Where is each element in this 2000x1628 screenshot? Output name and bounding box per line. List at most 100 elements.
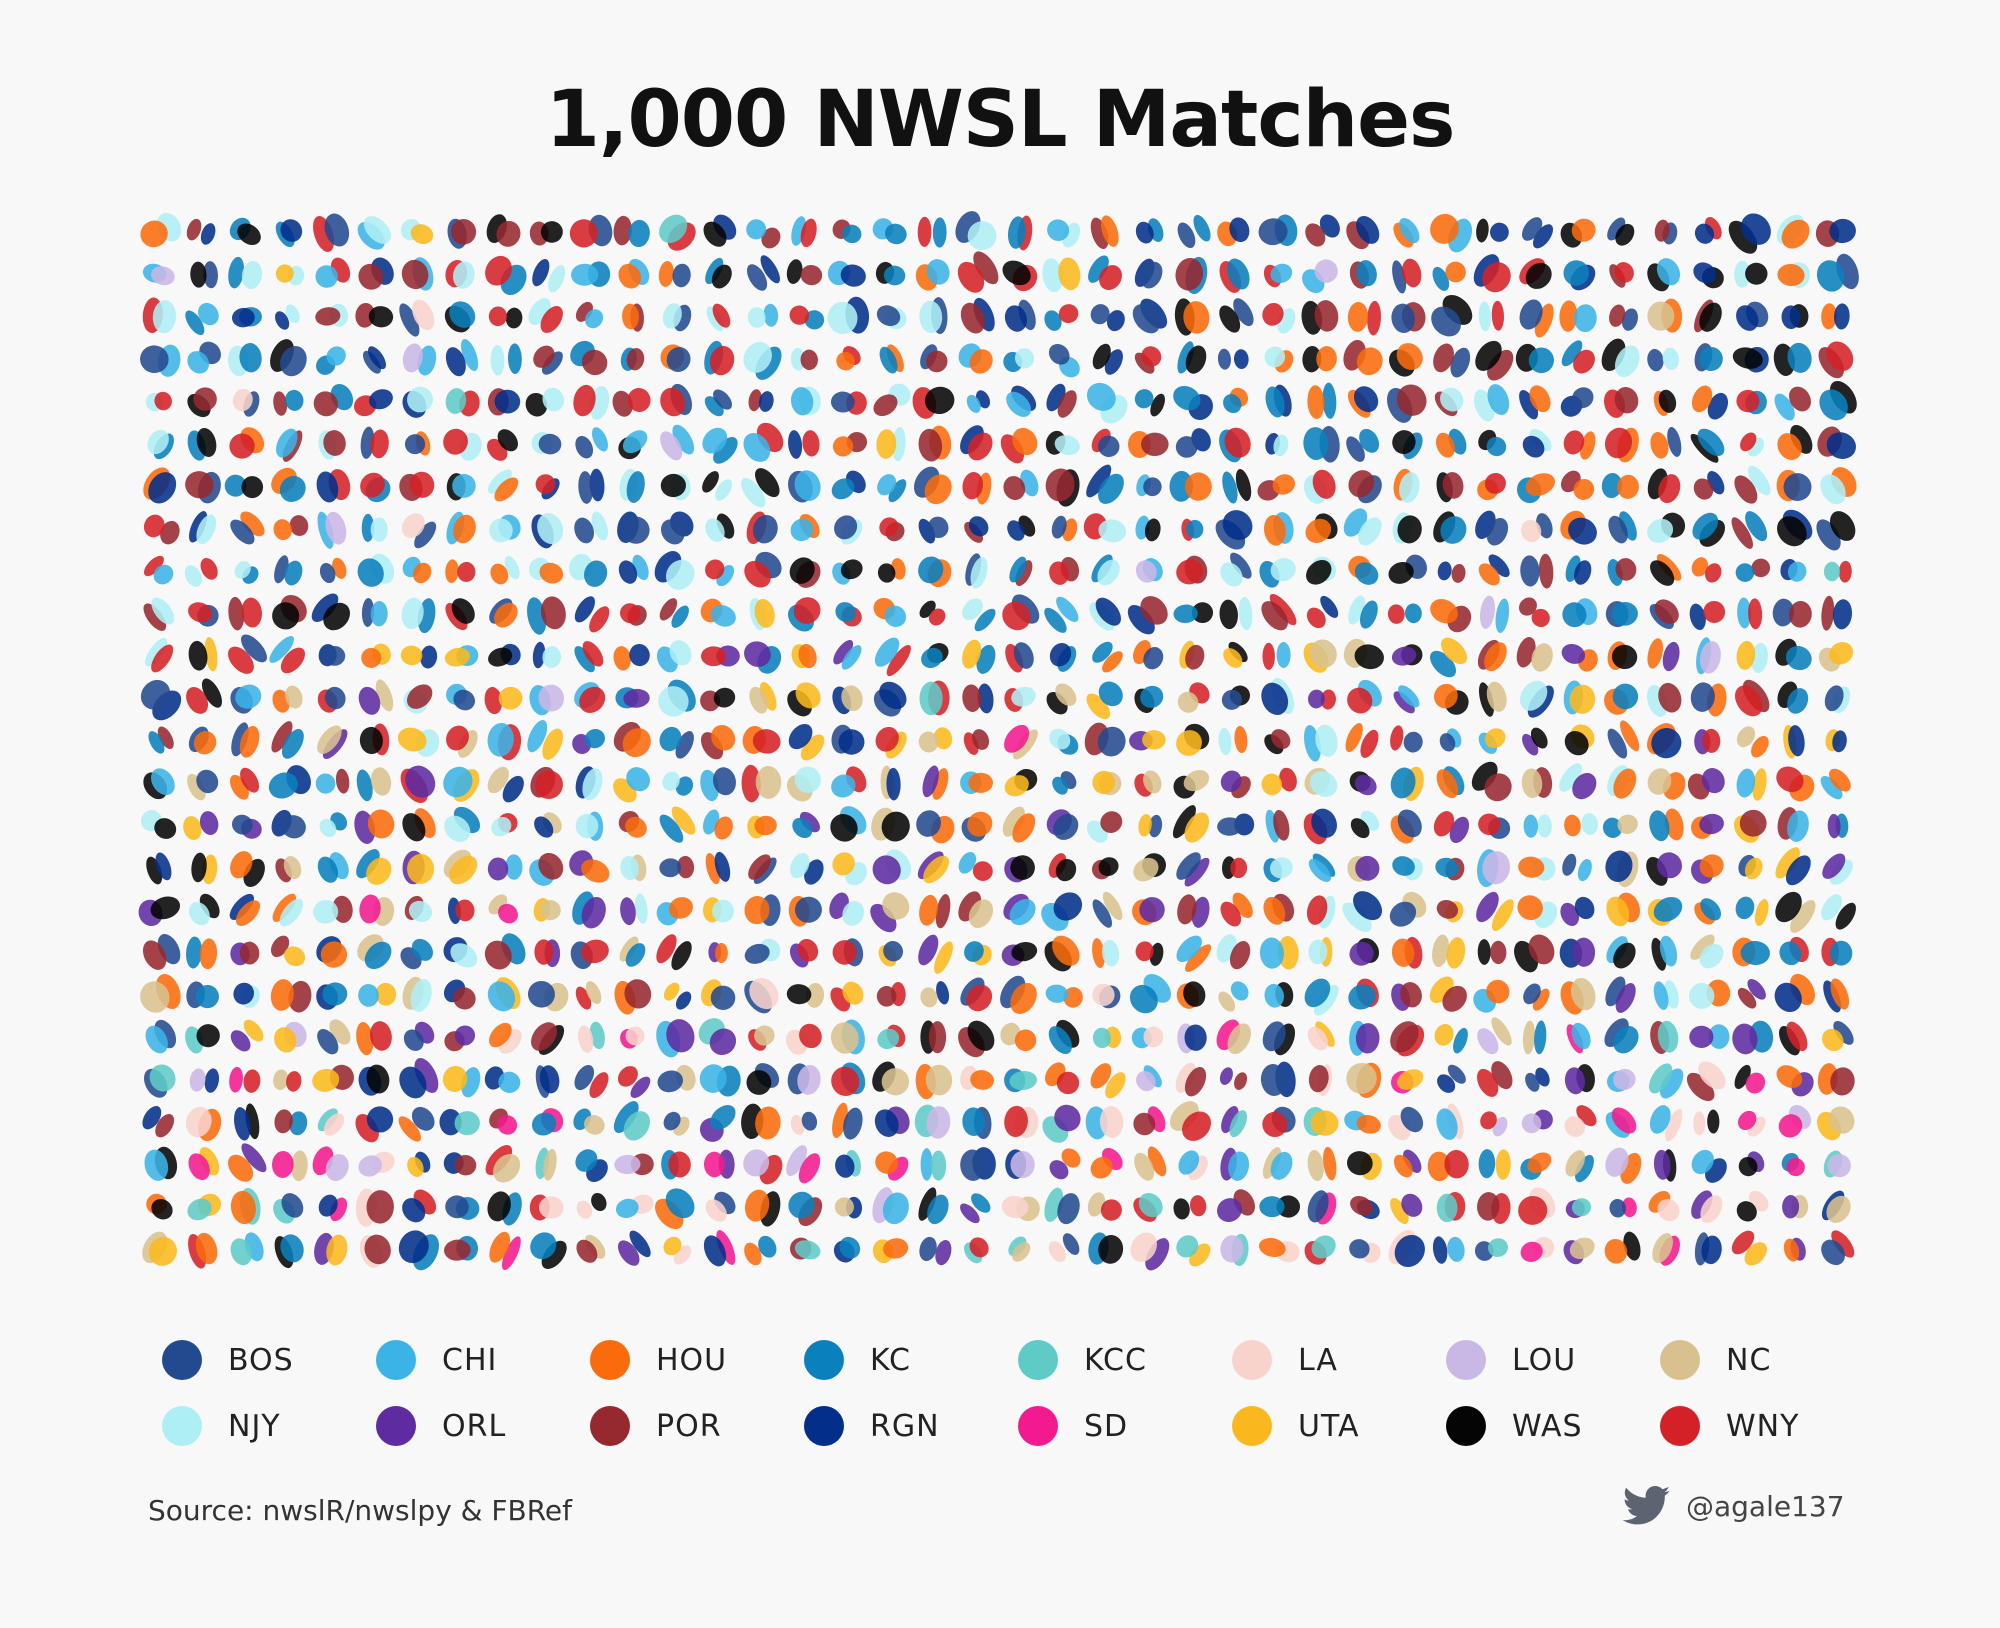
team-ellipse-rgn — [1261, 682, 1289, 715]
team-ellipse-nc — [1432, 934, 1450, 967]
team-ellipse-kc — [285, 389, 304, 411]
match-mark — [1477, 939, 1507, 965]
match-mark — [358, 982, 397, 1007]
match-mark — [1006, 385, 1037, 417]
team-ellipse-uta — [204, 636, 218, 672]
team-ellipse-njy — [591, 511, 608, 541]
team-ellipse-chi — [571, 263, 599, 286]
team-ellipse-bos — [1177, 222, 1196, 249]
team-ellipse-wny — [1312, 469, 1336, 499]
team-ellipse-la — [1521, 519, 1542, 543]
match-mark — [792, 811, 820, 839]
team-ellipse-nc — [1087, 1192, 1106, 1217]
match-mark — [957, 251, 999, 293]
team-ellipse-la — [538, 1196, 564, 1219]
match-mark — [787, 1063, 821, 1095]
team-ellipse-wny — [1444, 1150, 1469, 1179]
team-ellipse-chi — [269, 636, 295, 663]
team-ellipse-kc — [976, 644, 996, 674]
match-mark — [444, 1235, 479, 1261]
team-ellipse-was — [151, 1199, 173, 1220]
team-ellipse-njy — [1581, 813, 1599, 835]
team-ellipse-rgn — [1353, 891, 1383, 921]
team-ellipse-bos — [1062, 1233, 1080, 1255]
team-ellipse-nc — [1647, 301, 1675, 331]
team-ellipse-wny — [1748, 598, 1763, 630]
team-ellipse-njy — [407, 386, 433, 413]
match-mark — [140, 344, 181, 377]
team-ellipse-wny — [744, 560, 771, 588]
match-mark — [915, 1063, 953, 1100]
team-ellipse-por — [273, 391, 288, 416]
team-ellipse-bos — [362, 350, 381, 374]
match-mark — [354, 809, 395, 844]
team-ellipse-por — [1314, 300, 1339, 332]
match-mark — [1607, 641, 1638, 670]
team-ellipse-nc — [1736, 726, 1756, 748]
team-ellipse-wny — [589, 1072, 609, 1099]
team-ellipse-por — [1185, 644, 1205, 670]
team-ellipse-rgn — [1532, 224, 1554, 249]
team-ellipse-kc — [411, 938, 433, 961]
match-mark — [1732, 346, 1769, 373]
match-mark — [143, 467, 177, 504]
team-ellipse-rgn — [936, 981, 950, 1005]
team-ellipse-uta — [1754, 899, 1769, 926]
match-mark — [618, 811, 647, 838]
match-mark — [613, 215, 650, 248]
team-ellipse-por — [1177, 894, 1197, 925]
team-ellipse-was — [1623, 1231, 1641, 1261]
match-mark — [401, 597, 436, 634]
team-ellipse-bos — [538, 433, 562, 455]
match-mark — [1390, 809, 1422, 844]
team-ellipse-lou — [325, 511, 347, 545]
team-ellipse-por — [313, 391, 338, 417]
team-ellipse-sd — [188, 1153, 210, 1181]
match-mark — [921, 643, 949, 668]
match-mark — [961, 811, 993, 842]
match-mark — [743, 1149, 783, 1185]
match-mark — [1044, 1187, 1080, 1225]
team-ellipse-wny — [1831, 1230, 1855, 1258]
match-mark — [317, 686, 346, 713]
match-mark — [1391, 302, 1426, 333]
team-ellipse-bos — [1525, 1072, 1540, 1092]
team-ellipse-bos — [281, 815, 306, 839]
team-ellipse-hou — [1783, 1238, 1800, 1262]
team-ellipse-chi — [591, 427, 608, 452]
team-ellipse-wny — [1433, 811, 1455, 837]
match-mark — [233, 982, 260, 1008]
team-ellipse-bos — [1821, 1239, 1845, 1266]
team-ellipse-la — [790, 1114, 805, 1135]
match-mark — [484, 1066, 521, 1093]
team-ellipse-kc — [1561, 340, 1583, 367]
author-handle[interactable]: @agale137 — [1622, 1486, 1845, 1526]
team-ellipse-por — [185, 471, 214, 499]
team-ellipse-por — [1654, 599, 1679, 624]
match-mark — [1737, 1110, 1766, 1137]
team-ellipse-por — [659, 598, 678, 621]
team-ellipse-kcc — [1571, 1198, 1592, 1217]
team-ellipse-njy — [1049, 728, 1071, 750]
team-ellipse-chi — [505, 854, 523, 880]
match-mark — [836, 346, 861, 371]
match-mark — [313, 895, 353, 924]
team-ellipse-bos — [1690, 682, 1715, 712]
match-mark — [1516, 636, 1553, 672]
team-ellipse-por — [1654, 219, 1670, 242]
team-ellipse-kcc — [1229, 1110, 1248, 1138]
team-ellipse-wny — [1736, 389, 1760, 413]
team-ellipse-bos — [411, 1106, 435, 1131]
team-ellipse-wny — [1141, 346, 1162, 367]
team-ellipse-was — [1707, 1109, 1720, 1134]
team-ellipse-uta — [934, 941, 953, 974]
team-ellipse-la — [1307, 1026, 1328, 1051]
match-mark — [1609, 304, 1638, 331]
match-mark — [958, 852, 993, 881]
match-mark — [964, 516, 989, 543]
team-ellipse-chi — [487, 981, 516, 1012]
team-ellipse-wny — [700, 646, 727, 667]
match-mark — [1732, 937, 1770, 967]
team-ellipse-por — [332, 895, 353, 923]
match-mark — [359, 1234, 391, 1268]
